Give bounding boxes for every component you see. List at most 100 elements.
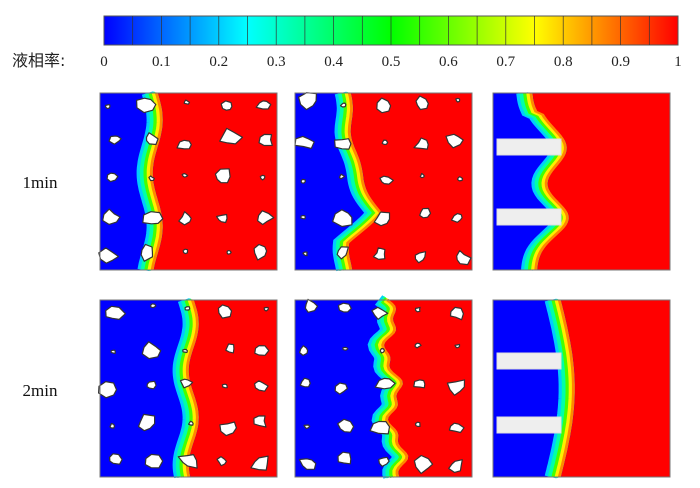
row-label-1min: 1min [23, 173, 58, 192]
particle [373, 211, 391, 227]
row-label-2min: 2min [23, 381, 58, 400]
simulation-panel [492, 298, 671, 479]
colorbar-tick-label: 0.7 [496, 54, 515, 70]
particle [300, 178, 306, 184]
particle [104, 104, 111, 110]
particle [150, 303, 157, 309]
colorbar-tick-label: 0.5 [382, 54, 401, 70]
simulation-panel [98, 91, 278, 272]
particle [148, 175, 155, 182]
particle [455, 97, 461, 103]
particle [371, 306, 389, 320]
particle [110, 349, 116, 355]
particle [414, 421, 421, 427]
particle [338, 173, 346, 180]
liquid-region [349, 93, 472, 270]
particle [456, 250, 472, 266]
colorbar-tick-label: 1 [674, 54, 682, 70]
particle [142, 211, 164, 225]
particle [225, 343, 235, 354]
particle [337, 302, 352, 313]
particle [334, 382, 348, 395]
particle [337, 418, 355, 433]
particle [102, 208, 121, 225]
particle [378, 456, 390, 467]
particle [257, 210, 275, 226]
particle [379, 175, 394, 185]
liquid-region [561, 300, 670, 477]
particle [258, 133, 273, 147]
simulation-panel [98, 298, 278, 479]
liquid-region [153, 93, 277, 270]
particle [445, 133, 464, 149]
particle [414, 251, 427, 264]
simulation-panel [294, 295, 473, 479]
particle [226, 250, 232, 255]
particle [372, 247, 386, 260]
particle [216, 456, 227, 467]
particle [413, 454, 434, 475]
particle [304, 298, 319, 313]
liquid-region [532, 93, 670, 270]
particle [446, 379, 466, 396]
particle [183, 99, 191, 105]
particle [298, 92, 317, 111]
particle [98, 381, 118, 399]
particle [144, 453, 164, 469]
particle [454, 343, 461, 349]
particle [299, 377, 311, 388]
particle [337, 451, 352, 465]
particle [332, 209, 353, 228]
particle [188, 420, 194, 426]
particle [219, 127, 244, 145]
particle [413, 137, 429, 150]
colorbar-tick-label: 0 [100, 54, 108, 70]
colorbar-tick-label: 0.1 [152, 54, 171, 70]
particle [448, 459, 463, 473]
fin-rectangle [496, 208, 562, 226]
particle [253, 243, 268, 261]
particle [140, 243, 154, 262]
particle [141, 341, 162, 360]
particle [220, 100, 233, 111]
particle [413, 379, 426, 389]
particle [298, 458, 317, 470]
particle [250, 455, 269, 471]
particle [376, 97, 392, 114]
particle [339, 102, 347, 108]
liquid-region [384, 300, 472, 477]
colorbar-tick-label: 0.3 [267, 54, 286, 70]
colorbar-tick-label: 0.9 [611, 54, 630, 70]
particle [176, 139, 192, 150]
colorbar-tick-label: 0.2 [209, 54, 228, 70]
particle [253, 415, 267, 428]
particle [381, 139, 389, 145]
particle [374, 377, 396, 390]
particle [342, 346, 349, 351]
particle [146, 380, 157, 390]
particle [216, 213, 228, 224]
particle [419, 172, 425, 179]
fin-rectangle [496, 138, 562, 156]
particle [109, 423, 116, 429]
colorbar-label: 液相率: [12, 51, 65, 70]
particle [184, 306, 191, 311]
particle [108, 135, 122, 145]
simulation-panel [492, 92, 671, 271]
colorbar: 液相率: 0 0.1 0.2 0.3 0.4 0.5 0.6 0.7 0.8 0.9 1 [12, 15, 682, 70]
particle [105, 305, 126, 320]
particle [254, 380, 269, 392]
particle [219, 421, 237, 437]
particle [217, 304, 233, 319]
particle [449, 306, 464, 321]
particle [263, 306, 269, 312]
particle [419, 207, 432, 219]
particle [450, 213, 463, 223]
particle [177, 454, 198, 469]
particle [302, 251, 308, 257]
particle [303, 424, 311, 430]
particle [254, 345, 270, 356]
colorbar-tick-label: 0.6 [439, 54, 458, 70]
particle [221, 383, 228, 389]
particle [336, 246, 349, 260]
